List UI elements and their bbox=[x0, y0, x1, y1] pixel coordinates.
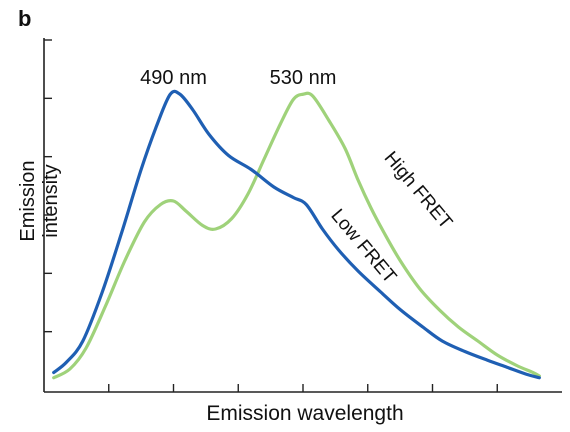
series-label-high-fret: High FRET bbox=[380, 148, 457, 234]
series-line-high-fret bbox=[52, 91, 541, 380]
peak-annotations: 490 nm 530 nm bbox=[140, 67, 336, 89]
x-axis-title: Emission wavelength bbox=[206, 402, 404, 425]
axes bbox=[43, 38, 562, 393]
panel-label: b bbox=[18, 6, 32, 31]
series-line-low-fret bbox=[52, 89, 541, 380]
peak-annotation: 530 nm bbox=[270, 67, 337, 89]
peak-annotation: 490 nm bbox=[140, 67, 207, 89]
series-lines bbox=[52, 89, 541, 380]
